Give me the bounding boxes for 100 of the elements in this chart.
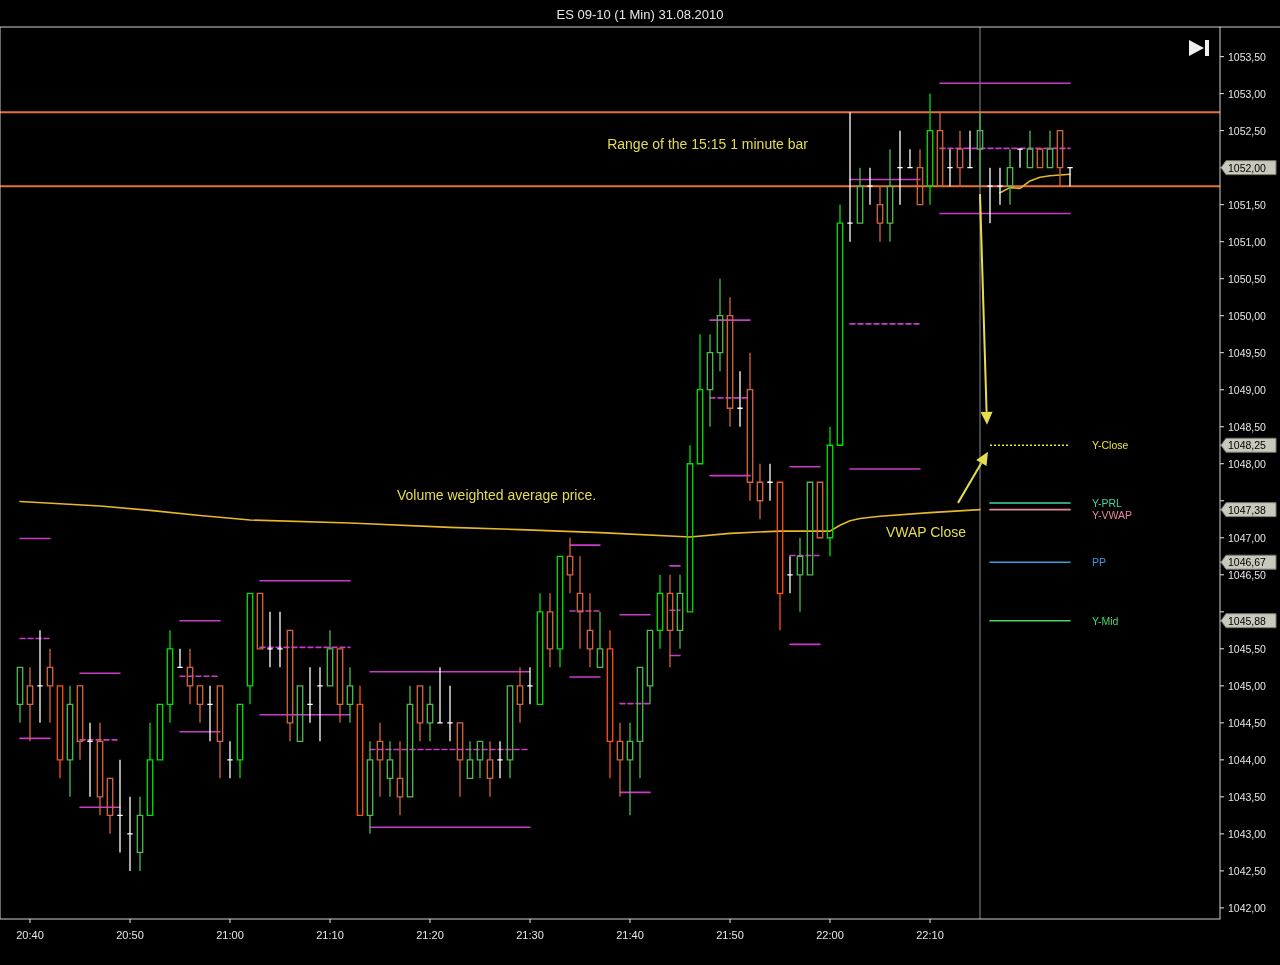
candlestick bbox=[576, 555, 584, 650]
candlestick bbox=[716, 278, 724, 372]
candlestick bbox=[1016, 148, 1024, 169]
candlestick bbox=[146, 722, 154, 817]
candlestick bbox=[226, 740, 234, 779]
candlestick bbox=[76, 685, 84, 761]
candlestick bbox=[476, 740, 484, 779]
y-tick-label: 1052,00 bbox=[1228, 161, 1267, 174]
y-tick-label: 1053,50 bbox=[1228, 50, 1267, 63]
candlestick bbox=[306, 666, 314, 724]
y-tick-label: 1052,50 bbox=[1228, 124, 1267, 137]
candlestick bbox=[36, 629, 44, 724]
candlestick bbox=[426, 685, 434, 742]
candlestick bbox=[176, 648, 184, 668]
candlestick bbox=[416, 685, 424, 742]
y-tick-label: 1050,00 bbox=[1228, 309, 1267, 322]
y-tick-label: 1047,00 bbox=[1228, 531, 1267, 544]
candlestick bbox=[266, 611, 274, 668]
candlestick bbox=[936, 111, 944, 187]
text: Y-Close bbox=[1092, 439, 1129, 452]
candlestick bbox=[746, 352, 754, 502]
y-tick-label: 1048,25 bbox=[1228, 439, 1267, 452]
candlestick bbox=[866, 167, 874, 206]
candlestick bbox=[886, 148, 894, 243]
y-tick-label: 1049,50 bbox=[1228, 346, 1267, 359]
candlestick bbox=[526, 666, 534, 705]
candlestick bbox=[116, 759, 124, 854]
candlestick bbox=[976, 111, 984, 187]
candlestick bbox=[26, 666, 34, 742]
candlestick bbox=[676, 574, 684, 650]
candlestick bbox=[376, 722, 384, 798]
candlestick bbox=[366, 740, 374, 835]
candlestick bbox=[826, 426, 834, 557]
candlestick bbox=[46, 648, 54, 724]
y-tick-label: 1049,00 bbox=[1228, 383, 1267, 396]
candlestick bbox=[626, 722, 634, 817]
candlestick bbox=[536, 592, 544, 705]
candlestick bbox=[606, 629, 614, 779]
text: Y-PRL bbox=[1092, 496, 1123, 509]
candlestick bbox=[1056, 129, 1064, 187]
candlestick bbox=[256, 592, 264, 650]
candlestick bbox=[906, 148, 914, 169]
x-tick-label: 22:00 bbox=[816, 929, 844, 941]
candlestick bbox=[1006, 148, 1014, 206]
candlestick bbox=[356, 685, 364, 817]
x-tick-label: 21:50 bbox=[716, 929, 744, 941]
candlestick bbox=[516, 666, 524, 724]
x-tick-label: 22:10 bbox=[916, 929, 944, 941]
candlestick bbox=[16, 666, 24, 724]
candlestick bbox=[216, 685, 224, 779]
x-tick-label: 21:40 bbox=[616, 929, 644, 941]
y-tick-label: 1045,00 bbox=[1228, 679, 1267, 692]
candlestick bbox=[56, 685, 64, 779]
candlestick bbox=[1046, 129, 1054, 169]
candlestick bbox=[806, 481, 814, 576]
y-tick-label: 1047,38 bbox=[1228, 503, 1267, 516]
candlestick bbox=[206, 685, 214, 742]
y-tick-label: 1043,50 bbox=[1228, 790, 1267, 803]
y-tick-label: 1044,00 bbox=[1228, 753, 1267, 766]
candlestick bbox=[776, 481, 784, 631]
candlestick bbox=[646, 629, 654, 705]
candlestick bbox=[1026, 129, 1034, 169]
x-tick-label: 21:00 bbox=[216, 929, 244, 941]
x-tick-label: 21:10 bbox=[316, 929, 344, 941]
y-tick-label: 1051,00 bbox=[1228, 235, 1267, 248]
candlestick bbox=[486, 740, 494, 798]
x-tick-label: 21:30 bbox=[516, 929, 544, 941]
chart-title: ES 09-10 (1 Min) 31.08.2010 bbox=[556, 6, 724, 22]
candlestick bbox=[766, 463, 774, 502]
candlestick bbox=[726, 296, 734, 428]
candlestick bbox=[436, 666, 444, 724]
x-tick-label: 20:50 bbox=[116, 929, 144, 941]
candlestick bbox=[916, 148, 924, 206]
candlestick bbox=[156, 703, 164, 761]
candlestick bbox=[896, 129, 904, 206]
y-tick-label: 1048,50 bbox=[1228, 420, 1267, 433]
candlestick bbox=[586, 592, 594, 668]
y-tick-label: 1043,00 bbox=[1228, 827, 1267, 840]
candlestick bbox=[296, 685, 304, 742]
candlestick bbox=[926, 92, 934, 206]
y-tick-label: 1042,50 bbox=[1228, 864, 1267, 877]
y-tick-label: 1051,50 bbox=[1228, 198, 1267, 211]
candlestick bbox=[186, 648, 194, 705]
candlestick bbox=[406, 685, 414, 798]
candlestick bbox=[166, 629, 174, 724]
y-tick-label: 1046,50 bbox=[1228, 568, 1267, 581]
candlestick bbox=[506, 685, 514, 779]
candlestick bbox=[466, 740, 474, 779]
candlestick bbox=[136, 796, 144, 872]
candlestick bbox=[816, 481, 824, 539]
candlestick bbox=[956, 129, 964, 187]
candlestick bbox=[616, 722, 624, 798]
candlestick bbox=[786, 555, 794, 594]
candlestick bbox=[636, 666, 644, 779]
candlestick bbox=[986, 167, 994, 224]
candlestick bbox=[336, 648, 344, 724]
candlestick bbox=[566, 537, 574, 594]
candlestick bbox=[846, 111, 854, 243]
candlestick bbox=[756, 463, 764, 520]
candlestick bbox=[446, 685, 454, 742]
